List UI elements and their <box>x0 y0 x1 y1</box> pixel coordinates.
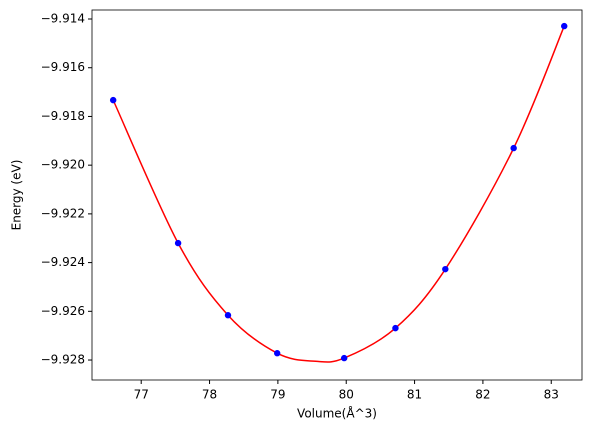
x-tick-label: 82 <box>475 388 490 402</box>
data-point <box>274 350 281 357</box>
x-tick-label: 83 <box>544 388 559 402</box>
data-point <box>561 22 568 30</box>
fit-line <box>112 25 565 363</box>
y-tick-label: −9.928 <box>41 353 85 367</box>
y-tick-label: −9.926 <box>41 304 85 318</box>
data-point <box>174 239 182 247</box>
x-tick-label: 77 <box>134 388 149 402</box>
x-tick-label: 78 <box>202 388 217 402</box>
y-axis-label: Energy (eV) <box>10 160 24 231</box>
x-axis-label: Volume(Å^3) <box>297 406 377 421</box>
y-tick-label: −9.922 <box>41 206 85 220</box>
data-point <box>442 265 449 273</box>
x-tick-label: 81 <box>407 388 422 402</box>
data-point <box>340 354 348 362</box>
y-tick-label: −9.916 <box>41 60 85 74</box>
x-tick-label: 79 <box>270 388 285 402</box>
y-tick-label: −9.918 <box>41 109 85 123</box>
y-tick-label: −9.924 <box>41 255 85 269</box>
data-point <box>109 96 117 104</box>
data-point <box>392 324 399 332</box>
x-tick-label: 80 <box>339 388 354 402</box>
data-point <box>224 312 232 319</box>
y-tick-label: −9.920 <box>41 158 85 172</box>
y-tick-label: −9.914 <box>41 12 85 26</box>
data-point <box>510 144 517 152</box>
plot-frame <box>91 9 583 381</box>
